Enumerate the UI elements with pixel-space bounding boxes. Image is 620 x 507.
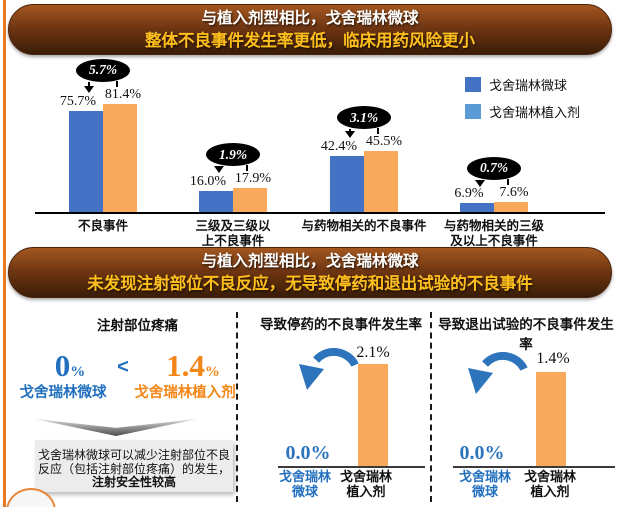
- chart-legend: 戈舍瑞林微球 戈舍瑞林植入剂: [465, 75, 580, 129]
- microsphere-zero-value: 0.0%: [459, 442, 505, 464]
- category-label: 与药物相关的不良事件: [301, 219, 427, 233]
- pain-panel-title: 注射部位疼痛: [97, 318, 178, 333]
- adverse-event-rate-chart: 戈舍瑞林微球 戈舍瑞林植入剂 75.7% 81.4% 5.7% 不良事件 16.0% 17…: [0, 57, 620, 248]
- less-than-sign: <: [117, 356, 129, 378]
- implant-pain-value: 1.4: [166, 348, 205, 383]
- badge-left-line: [88, 81, 90, 87]
- category-label: 三级及三级以 上不良事件: [195, 219, 271, 248]
- section1-title-line1: 与植入剂型相比，戈舍瑞林微球: [201, 10, 419, 27]
- bar-implant: [494, 201, 528, 212]
- safety-note-box: 戈舍瑞林微球可以减少注射部位不良 反应（包括注射部位疼痛）的发生， 注射安全性较…: [35, 440, 233, 492]
- microsphere-swatch-icon: [465, 77, 481, 92]
- diff-badge-value: 1.9%: [206, 143, 260, 167]
- curved-down-arrow-icon: [299, 348, 359, 390]
- implant-bar-value: 2.1%: [356, 344, 390, 361]
- bar-microsphere: [69, 111, 103, 212]
- x-axis-line: [35, 212, 605, 214]
- x-axis-line: [278, 466, 425, 468]
- withdrawal-panel-title: 导致退出试验的不良事件发生率: [438, 317, 614, 352]
- value-label-implant: 45.5%: [365, 134, 403, 150]
- implant-label: 戈舍瑞林植入剂: [134, 385, 236, 401]
- down-chevron-icon: [35, 419, 197, 436]
- bar-implant: [103, 103, 137, 212]
- curved-down-arrow-icon: [468, 352, 528, 394]
- bar-microsphere: [460, 202, 494, 212]
- down-arrowhead-icon: [345, 130, 355, 138]
- microsphere-pain-rate: 0%: [33, 348, 107, 384]
- diff-badge-value: 0.7%: [467, 156, 521, 180]
- dashed-divider-1: [236, 312, 238, 502]
- implant-bar: [536, 372, 566, 466]
- value-label-implant: 17.9%: [234, 171, 272, 187]
- diff-badge: 5.7%: [76, 58, 130, 107]
- microsphere-zero-value: 0.0%: [285, 442, 331, 464]
- note-line: 反应（包括注射部位疼痛）的发生，: [37, 461, 230, 476]
- badge-right-line: [377, 128, 379, 135]
- dashed-divider-2: [430, 312, 432, 502]
- value-label-microsphere: 6.9%: [454, 185, 484, 201]
- microsphere-axis-label: 戈舍瑞林 微球: [458, 469, 511, 499]
- badge-right-line: [246, 165, 248, 172]
- bar-microsphere: [199, 190, 233, 212]
- category-label: 不良事件: [77, 219, 128, 233]
- legend-label: 戈舍瑞林微球: [489, 78, 568, 93]
- bar-microsphere: [330, 155, 364, 212]
- implant-bar: [358, 364, 388, 466]
- microsphere-label: 戈舍瑞林微球: [19, 385, 107, 401]
- bar-implant: [233, 188, 267, 212]
- implant-pain-rate: 1.4%: [148, 348, 238, 384]
- diff-badge: 1.9%: [206, 143, 260, 191]
- section1-banner: 与植入剂型相比，戈舍瑞林微球 整体不良事件发生率更低，临床用药风险更小: [8, 4, 612, 55]
- legend-item-microsphere: 戈舍瑞林微球: [465, 75, 580, 94]
- percent-sign: %: [204, 364, 220, 380]
- badge-left-line: [349, 129, 351, 131]
- category-label: 与药物相关的三级 及以上不良事件: [443, 219, 544, 248]
- value-label-implant: 7.6%: [499, 184, 529, 200]
- section2-title-line2: 未发现注射部位不良反应，无导致停药和退出试验的不良事件: [87, 275, 533, 293]
- implant-bar-value: 1.4%: [536, 350, 570, 367]
- section1-title-line2: 整体不良事件发生率更低，临床用药风险更小: [145, 32, 475, 50]
- implant-swatch-icon: [465, 104, 481, 119]
- discontinuation-panel-title: 导致停药的不良事件发生率: [260, 317, 422, 332]
- implant-axis-label: 戈舍瑞林 植入剂: [523, 469, 576, 499]
- down-arrowhead-icon: [214, 166, 224, 174]
- microsphere-pain-value: 0: [54, 348, 71, 383]
- diff-badge-value: 3.1%: [337, 106, 391, 130]
- note-line: 戈舍瑞林微球可以减少注射部位不良: [37, 448, 230, 462]
- legend-item-implant: 戈舍瑞林植入剂: [465, 102, 580, 121]
- section2-banner: 与植入剂型相比，戈舍瑞林微球 未发现注射部位不良反应，无导致停药和退出试验的不良…: [8, 247, 612, 298]
- diff-badge: 3.1%: [337, 106, 391, 154]
- value-label-microsphere: 16.0%: [189, 173, 227, 189]
- badge-right-line: [507, 178, 509, 185]
- down-arrowhead-icon: [475, 179, 485, 187]
- legend-label: 戈舍瑞林植入剂: [489, 105, 581, 120]
- section2-title-line1: 与植入剂型相比，戈舍瑞林微球: [201, 253, 419, 270]
- diff-badge-value: 5.7%: [76, 58, 130, 82]
- diff-badge: 0.7%: [467, 156, 521, 205]
- implant-axis-label: 戈舍瑞林 植入剂: [339, 469, 392, 499]
- note-line-emphasis: 注射安全性较高: [91, 475, 176, 489]
- down-arrowhead-icon: [84, 86, 94, 94]
- value-label-microsphere: 42.4%: [320, 138, 358, 154]
- left-accent-line: [3, 0, 6, 507]
- microsphere-axis-label: 戈舍瑞林 微球: [278, 469, 331, 499]
- percent-sign: %: [70, 364, 86, 380]
- value-label-implant: 81.4%: [104, 86, 142, 102]
- bar-implant: [364, 151, 398, 212]
- x-axis-line: [453, 466, 615, 468]
- badge-right-line: [116, 80, 118, 87]
- value-label-microsphere: 75.7%: [59, 94, 97, 110]
